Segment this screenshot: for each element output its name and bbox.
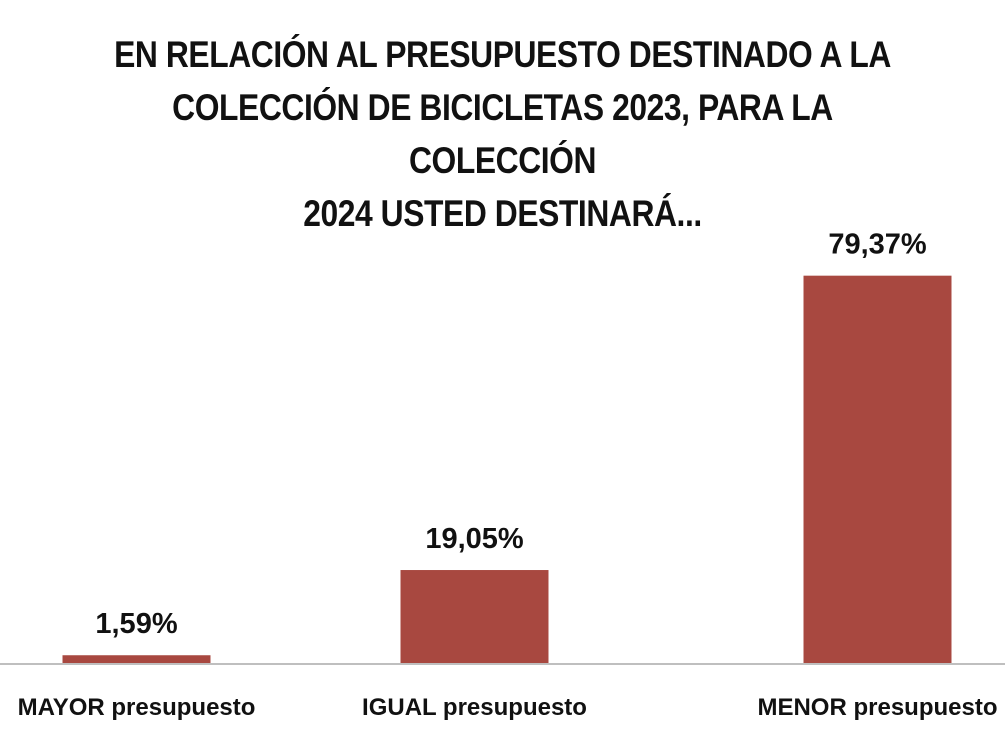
x-tick-labels-layer: MAYOR presupuesto IGUAL presupuesto MENOR … [18, 694, 998, 721]
chart-title: EN RELACIÓN AL PRESUPUESTO DESTINADO A L… [105, 28, 901, 240]
data-label-1: 19,05% [425, 523, 524, 555]
bar-0 [62, 655, 211, 663]
chart-title-line-3: 2024 USTED DESTINARÁ... [303, 193, 702, 234]
bar-1 [400, 570, 549, 663]
chart-title-line-1: EN RELACIÓN AL PRESUPUESTO DESTINADO A L… [114, 34, 891, 75]
data-label-2: 79,37% [828, 229, 927, 261]
x-tick-label-0: MAYOR presupuesto [18, 694, 256, 721]
x-tick-label-1: IGUAL presupuesto [362, 694, 587, 721]
data-label-0: 1,59% [95, 608, 177, 640]
bars-layer [62, 275, 952, 663]
x-tick-label-2: MENOR presupuesto [757, 694, 997, 721]
chart-title-line-2: COLECCIÓN DE BICICLETAS 2023, PARA LA CO… [172, 87, 833, 181]
bar-2 [803, 275, 952, 663]
data-labels-layer: 1,59% 19,05% 79,37% [95, 229, 927, 641]
